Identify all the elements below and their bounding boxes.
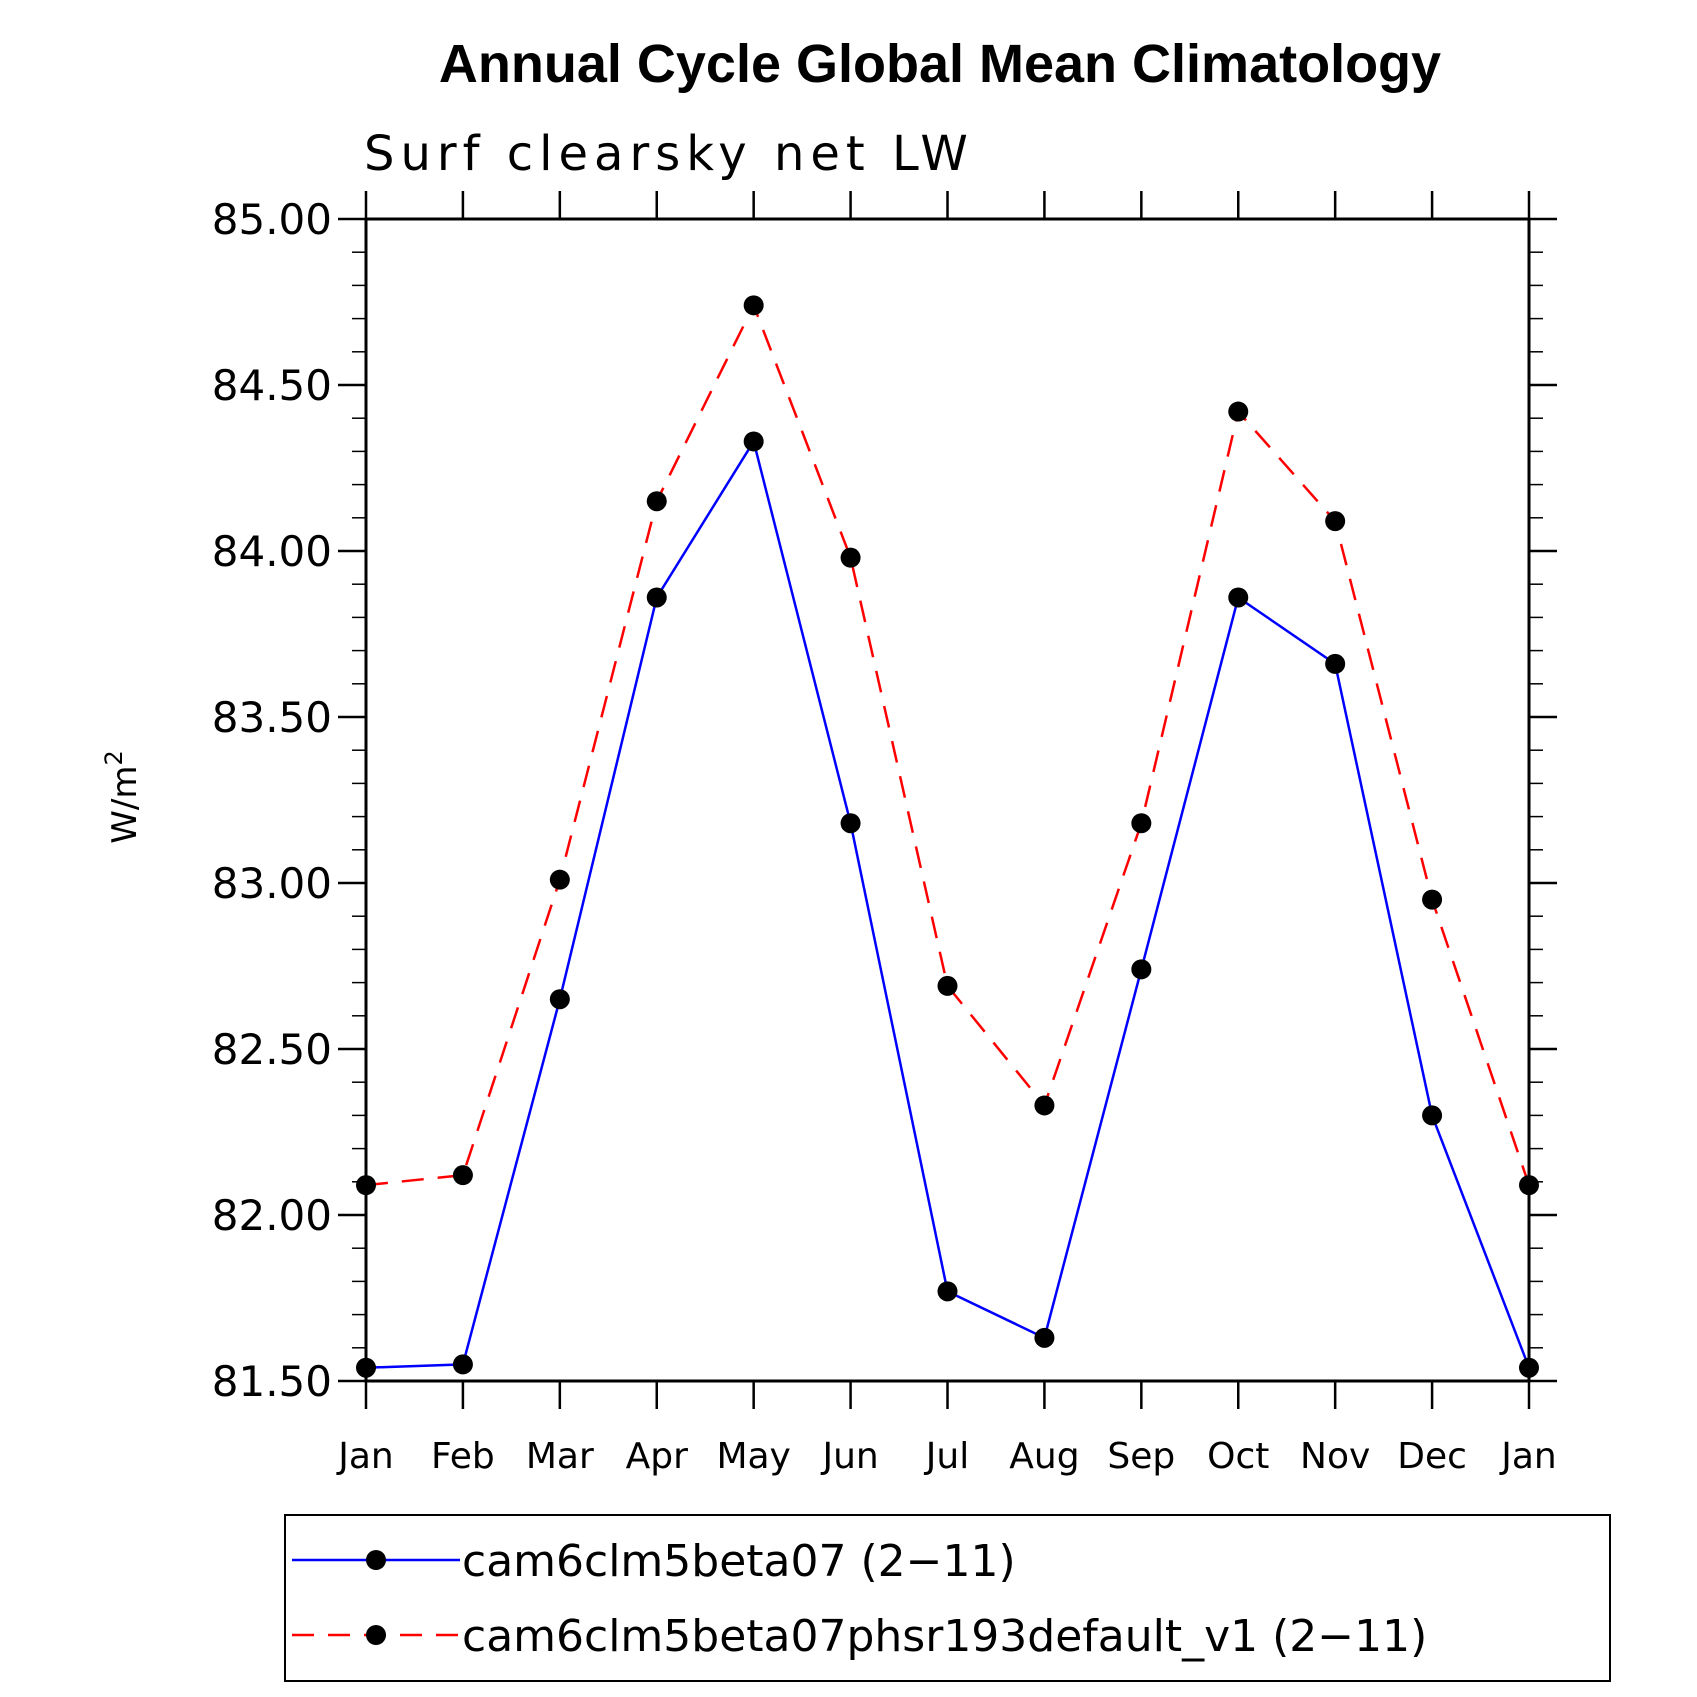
legend-label-2: cam6clm5beta07phsr193default_v1 (2−11) — [462, 1611, 1427, 1662]
series-layer — [356, 295, 1539, 1378]
series-2-point — [1519, 1175, 1539, 1196]
y-tick-label: 83.00 — [212, 859, 332, 908]
legend-swatch-marker-1 — [366, 1550, 386, 1570]
series-2-point — [1131, 813, 1152, 834]
series-1-point — [646, 587, 667, 608]
series-1-point — [1034, 1327, 1055, 1348]
x-tick-label: Dec — [1397, 1436, 1467, 1477]
series-1-point — [356, 1357, 376, 1378]
series-2-point — [646, 491, 667, 512]
x-tick-label: Jul — [924, 1436, 969, 1477]
series-2-point — [937, 975, 958, 996]
series-2-point — [1228, 401, 1249, 422]
legend-swatch-marker-2 — [366, 1625, 386, 1645]
x-tick-label: Oct — [1207, 1436, 1269, 1477]
series-1-point — [1422, 1105, 1443, 1126]
x-tick-label: Jan — [336, 1436, 394, 1477]
legend: cam6clm5beta07 (2−11) cam6clm5beta07phsr1… — [292, 1536, 1427, 1662]
x-tick-label: Apr — [626, 1436, 688, 1477]
series-2-point — [840, 547, 861, 568]
series-1-point — [1228, 587, 1249, 608]
x-tick-label: May — [716, 1436, 790, 1477]
chart-subtitle: Surf clearsky net LW — [364, 126, 974, 182]
legend-label-1: cam6clm5beta07 (2−11) — [462, 1536, 1016, 1587]
series-1-point — [743, 431, 764, 452]
x-tick-label: Jun — [820, 1436, 878, 1477]
series-2-point — [549, 869, 570, 890]
series-1-point — [549, 989, 570, 1010]
plot-frame — [364, 217, 1531, 1383]
y-tick-label: 83.50 — [212, 693, 332, 742]
series-2-point — [1034, 1095, 1055, 1116]
x-tick-label: Mar — [526, 1436, 594, 1477]
series-2-point — [356, 1175, 376, 1196]
series-1-point — [840, 813, 861, 834]
series-2-point — [1422, 889, 1443, 910]
x-tick-labels: Jan Feb Mar Apr May Jun Jul Aug Sep Oct Nov Dec Jan — [336, 1436, 1557, 1477]
y-tick-label: 84.50 — [212, 361, 332, 410]
y-tick-labels: 81.50 82.00 82.50 83.00 83.50 84.00 84.50 85.00 — [212, 195, 332, 1406]
axis-ticks — [338, 191, 1557, 1409]
series-1-point — [937, 1281, 958, 1302]
y-tick-label: 82.50 — [212, 1025, 332, 1074]
x-tick-label: Feb — [431, 1436, 495, 1477]
y-tick-label: 82.00 — [212, 1191, 332, 1240]
x-tick-label: Aug — [1009, 1436, 1079, 1477]
y-tick-label: 84.00 — [212, 527, 332, 576]
y-tick-label: 85.00 — [212, 195, 332, 244]
chart-title: Annual Cycle Global Mean Climatology — [439, 34, 1441, 94]
x-tick-label: Nov — [1300, 1436, 1370, 1477]
series-1-point — [452, 1354, 473, 1375]
series-1-point — [1131, 959, 1152, 980]
legend-box — [284, 1514, 1611, 1682]
series-line-1 — [365, 438, 1531, 1369]
x-tick-label: Jan — [1499, 1436, 1557, 1477]
x-tick-label: Sep — [1107, 1436, 1175, 1477]
series-2-point — [1325, 511, 1346, 532]
series-2-point — [743, 295, 764, 316]
y-axis-label: W/m2 — [100, 750, 145, 843]
y-tick-label: 81.50 — [212, 1357, 332, 1406]
series-2-point — [452, 1165, 473, 1186]
series-1-point — [1519, 1357, 1539, 1378]
series-1-point — [1325, 653, 1346, 674]
series-line-2 — [365, 302, 1531, 1187]
